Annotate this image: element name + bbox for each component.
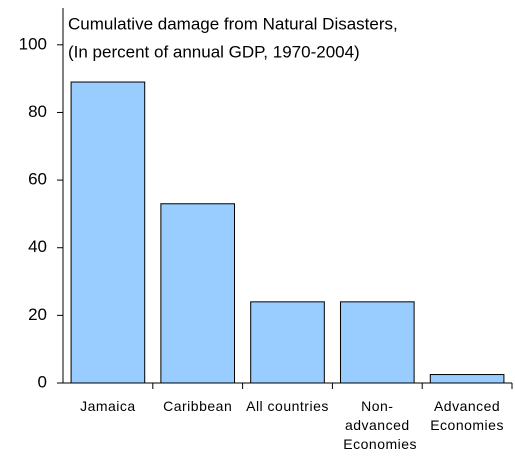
x-tick-label: All countries <box>246 398 329 414</box>
x-tick-label-box: All countries <box>246 398 329 414</box>
bar <box>70 81 146 384</box>
x-tick-label-box: Advanced Economies <box>430 398 504 433</box>
y-tick-label: 40 <box>28 237 47 256</box>
x-tick-label: Non-advanced Economies <box>343 398 418 452</box>
x-tick-label-box: Jamaica <box>80 398 136 414</box>
y-tick-label: 0 <box>38 372 47 391</box>
x-tick-label-box: Non-advanced Economies <box>343 398 418 452</box>
x-tick-label-box: Caribbean <box>163 398 233 414</box>
x-tick-label: Advanced Economies <box>430 398 504 433</box>
x-tick-label: Caribbean <box>163 398 233 414</box>
y-tick-label: 80 <box>28 102 47 121</box>
y-tick-label: 20 <box>28 305 47 324</box>
bar <box>250 301 325 384</box>
bar <box>160 203 236 384</box>
bar <box>429 374 505 384</box>
chart-subtitle: (In percent of annual GDP, 1970-2004) <box>68 42 360 61</box>
x-tick-label: Jamaica <box>80 398 136 414</box>
chart-title: Cumulative damage from Natural Disasters… <box>68 14 398 33</box>
y-tick-label: 60 <box>28 170 47 189</box>
y-tick-label: 100 <box>19 34 47 53</box>
bar <box>339 301 415 384</box>
